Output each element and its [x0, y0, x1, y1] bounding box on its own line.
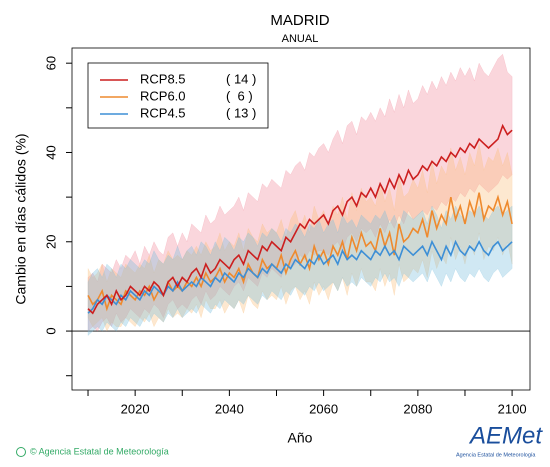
- x-tick-label: 2080: [403, 401, 432, 416]
- range-band: [87, 205, 513, 337]
- copyright: © Agencia Estatal de Meteorología: [30, 446, 169, 456]
- x-axis-label: Año: [288, 430, 313, 446]
- legend-note: ( 13 ): [226, 105, 256, 120]
- legend-box: [87, 62, 269, 129]
- y-tick-label: 20: [43, 235, 58, 249]
- legend-label: RCP8.5: [140, 71, 186, 86]
- copyright-icon: [16, 447, 26, 457]
- logo-caption: Agencia Estatal de Meteorología: [456, 452, 536, 458]
- logo: AEMet: [468, 422, 543, 449]
- x-tick-label: 2100: [498, 401, 527, 416]
- x-tick-label: 2040: [215, 401, 244, 416]
- plot-frame: [71, 47, 531, 391]
- y-tick-label: 0: [43, 327, 58, 334]
- chart-title: MADRID: [270, 12, 329, 29]
- legend-label: RCP4.5: [140, 105, 186, 120]
- y-tick-label: 40: [43, 145, 58, 159]
- legend-note: ( 6 ): [226, 88, 253, 103]
- y-tick-label: 60: [43, 56, 58, 70]
- chart-subtitle: ANUAL: [282, 33, 319, 45]
- series-line: [87, 123, 513, 315]
- y-axis-label: Cambio en días cálidos (%): [13, 133, 29, 304]
- x-tick-label: 2060: [309, 401, 338, 416]
- series-line: [87, 239, 513, 314]
- legend-note: ( 14 ): [226, 71, 256, 86]
- x-tick-label: 2020: [121, 401, 150, 416]
- range-band: [87, 53, 513, 332]
- legend-label: RCP6.0: [140, 88, 186, 103]
